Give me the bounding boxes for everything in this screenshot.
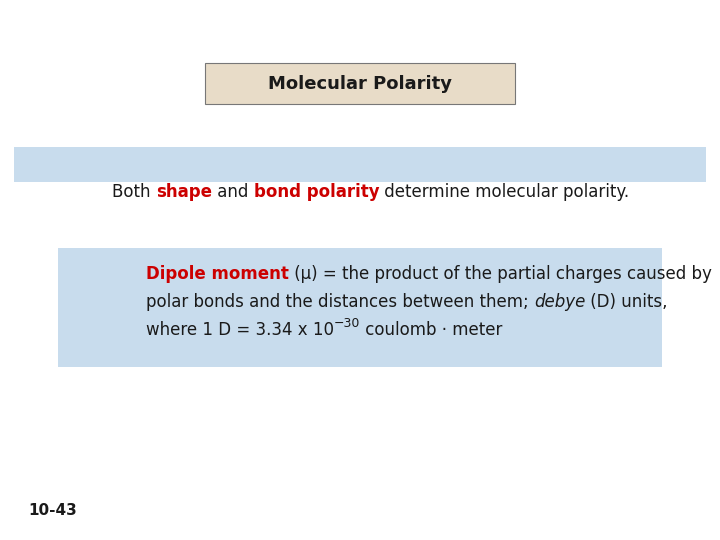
Text: debye: debye	[534, 293, 585, 311]
Text: shape: shape	[156, 183, 212, 201]
Text: bond polarity: bond polarity	[253, 183, 379, 201]
Text: coulomb · meter: coulomb · meter	[360, 321, 503, 339]
FancyBboxPatch shape	[205, 64, 515, 104]
Text: −30: −30	[334, 317, 360, 330]
Text: Dipole moment: Dipole moment	[145, 265, 289, 282]
Text: where 1 D = 3.34 x 10: where 1 D = 3.34 x 10	[145, 321, 334, 339]
Text: Both: Both	[112, 183, 156, 201]
Text: and: and	[212, 183, 253, 201]
Text: polar bonds and the distances between them;: polar bonds and the distances between th…	[145, 293, 534, 311]
Text: (μ) = the product of the partial charges caused by: (μ) = the product of the partial charges…	[289, 265, 711, 282]
Text: (D) units,: (D) units,	[585, 293, 667, 311]
Text: determine molecular polarity.: determine molecular polarity.	[379, 183, 629, 201]
FancyBboxPatch shape	[58, 248, 662, 367]
Text: Molecular Polarity: Molecular Polarity	[268, 75, 452, 93]
FancyBboxPatch shape	[14, 147, 706, 183]
Text: 10-43: 10-43	[29, 503, 78, 518]
